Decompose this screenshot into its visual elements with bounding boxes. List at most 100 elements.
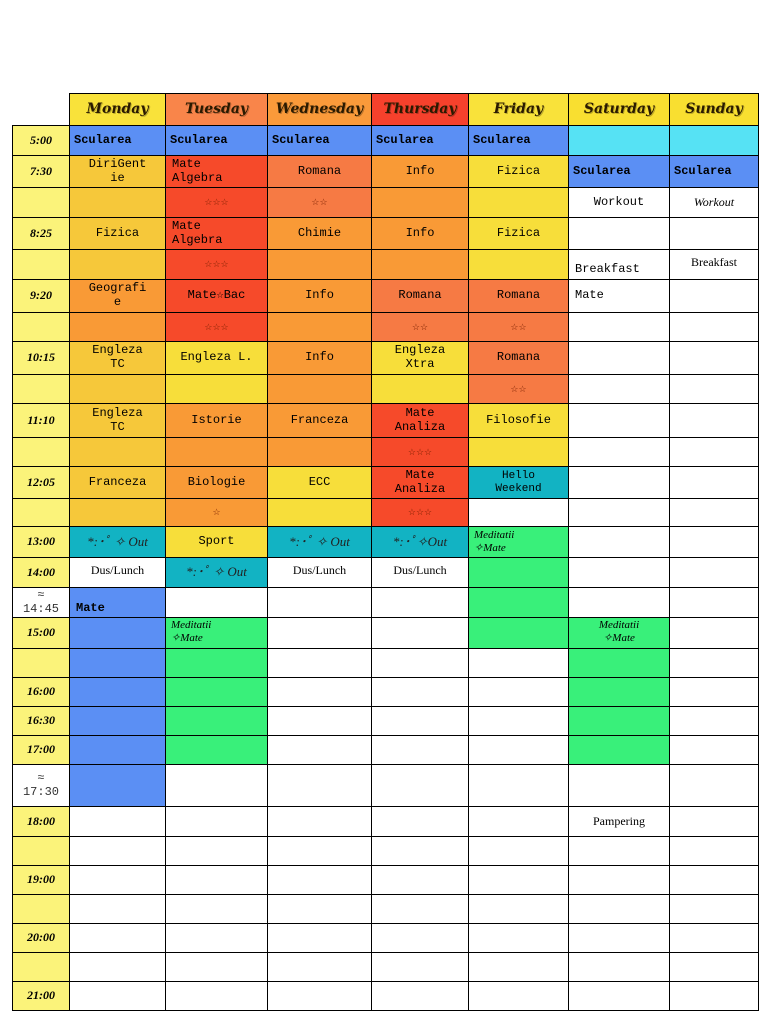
empty-cell xyxy=(568,923,670,953)
row-break: ☆☆☆ xyxy=(12,437,759,467)
time-label: 11:10 xyxy=(12,403,70,438)
day-header-friday: Friday xyxy=(468,93,569,126)
event-cell: Scularea xyxy=(165,125,268,156)
event-cell: Istorie xyxy=(165,403,268,438)
row-1400: 14:00 Dus/Lunch *:･ﾟ ✧ Out Dus/Lunch Dus… xyxy=(12,557,759,588)
time-label: 15:00 xyxy=(12,617,70,649)
event-cell: Info xyxy=(371,217,469,250)
empty-cell xyxy=(568,403,670,438)
time-label: 7:30 xyxy=(12,155,70,188)
empty-cell xyxy=(468,617,569,649)
time-label-empty xyxy=(12,312,70,342)
event-cell: Geografi e xyxy=(69,279,166,313)
empty-cell xyxy=(267,923,372,953)
event-cell: Dus/Lunch xyxy=(69,557,166,588)
time-label: 14:00 xyxy=(12,557,70,588)
day-header-wednesday: Wednesday xyxy=(267,93,372,126)
time-label: 19:00 xyxy=(12,865,70,895)
empty-cell xyxy=(669,498,759,527)
stars-cell: ☆☆☆ xyxy=(371,498,469,527)
event-cell: Scularea xyxy=(568,155,670,188)
event-cell: Mate☆Bac xyxy=(165,279,268,313)
empty-cell xyxy=(371,865,469,895)
empty-cell xyxy=(165,981,268,1011)
stars-cell: ☆☆ xyxy=(267,187,372,218)
event-cell: Info xyxy=(267,341,372,375)
day-header-monday: Monday xyxy=(69,93,166,126)
empty-cell xyxy=(69,894,166,924)
empty-cell xyxy=(669,217,759,250)
row-0730: 7:30 DiriGent ie Mate Algebra Romana Inf… xyxy=(12,155,759,188)
empty-cell xyxy=(371,735,469,765)
empty-cell xyxy=(669,836,759,866)
empty-cell xyxy=(468,498,569,527)
event-cell: Dus/Lunch xyxy=(267,557,372,588)
empty-cell xyxy=(568,735,670,765)
empty-cell xyxy=(165,923,268,953)
event-cell: Romana xyxy=(468,341,569,375)
row-break: ☆ ☆☆☆ xyxy=(12,498,759,527)
stars-cell: ☆☆☆ xyxy=(165,249,268,280)
empty-cell xyxy=(267,706,372,736)
empty-cell xyxy=(669,865,759,895)
empty-cell xyxy=(69,952,166,982)
empty-cell xyxy=(468,648,569,678)
empty-cell xyxy=(267,952,372,982)
event-cell: DiriGent ie xyxy=(69,155,166,188)
empty-cell xyxy=(267,312,372,342)
empty-cell xyxy=(267,806,372,837)
time-label: 17:00 xyxy=(12,735,70,765)
event-cell: Mate Analiza xyxy=(371,466,469,499)
row-1600: 16:00 xyxy=(12,677,759,707)
empty-cell xyxy=(371,952,469,982)
stars-cell: ☆☆ xyxy=(468,312,569,342)
empty-cell xyxy=(468,865,569,895)
empty-cell xyxy=(371,923,469,953)
row-break: ☆☆☆ Breakfast Breakfast xyxy=(12,249,759,280)
empty-cell xyxy=(468,764,569,807)
empty-cell xyxy=(267,764,372,807)
empty-cell xyxy=(267,374,372,404)
empty-cell xyxy=(468,836,569,866)
empty-cell xyxy=(165,952,268,982)
row-break: ☆☆☆ ☆☆ Workout Workout xyxy=(12,187,759,218)
stars-cell: ☆☆☆ xyxy=(165,312,268,342)
event-cell: Dus/Lunch xyxy=(371,557,469,588)
weekly-timetable: Monday Tuesday Wednesday Thursday Friday… xyxy=(12,93,759,1011)
empty-cell xyxy=(669,894,759,924)
empty-cell xyxy=(468,437,569,467)
empty-cell xyxy=(69,836,166,866)
empty-cell xyxy=(267,498,372,527)
row-1445: ≈ 14:45 Mate xyxy=(12,587,759,618)
empty-cell xyxy=(371,617,469,649)
event-cell: Engleza L. xyxy=(165,341,268,375)
time-label-empty xyxy=(12,187,70,218)
empty-cell xyxy=(69,648,166,678)
time-label: 9:20 xyxy=(12,279,70,313)
time-label: 8:25 xyxy=(12,217,70,250)
empty-cell xyxy=(69,735,166,765)
event-cell: Mate xyxy=(69,587,166,618)
empty-cell xyxy=(165,587,268,618)
empty-cell xyxy=(371,587,469,618)
day-header-thursday: Thursday xyxy=(371,93,469,126)
corner-cell xyxy=(13,94,70,126)
event-cell: Romana xyxy=(371,279,469,313)
empty-cell xyxy=(468,249,569,280)
empty-cell xyxy=(267,836,372,866)
empty-cell xyxy=(69,249,166,280)
event-cell: Fizica xyxy=(468,155,569,188)
stars-cell: ☆☆ xyxy=(371,312,469,342)
empty-cell xyxy=(468,587,569,618)
empty-cell xyxy=(568,764,670,807)
time-label-empty xyxy=(12,249,70,280)
empty-cell xyxy=(568,437,670,467)
event-cell: Romana xyxy=(267,155,372,188)
row-1700: 17:00 xyxy=(12,735,759,765)
empty-cell xyxy=(69,923,166,953)
event-cell: *:･ﾟ ✧ Out xyxy=(165,557,268,588)
empty-cell xyxy=(468,735,569,765)
row-1500: 15:00 Meditatii ✧Mate Meditatii ✧Mate xyxy=(12,617,759,649)
empty-cell xyxy=(69,865,166,895)
row-2000: 20:00 xyxy=(12,923,759,953)
